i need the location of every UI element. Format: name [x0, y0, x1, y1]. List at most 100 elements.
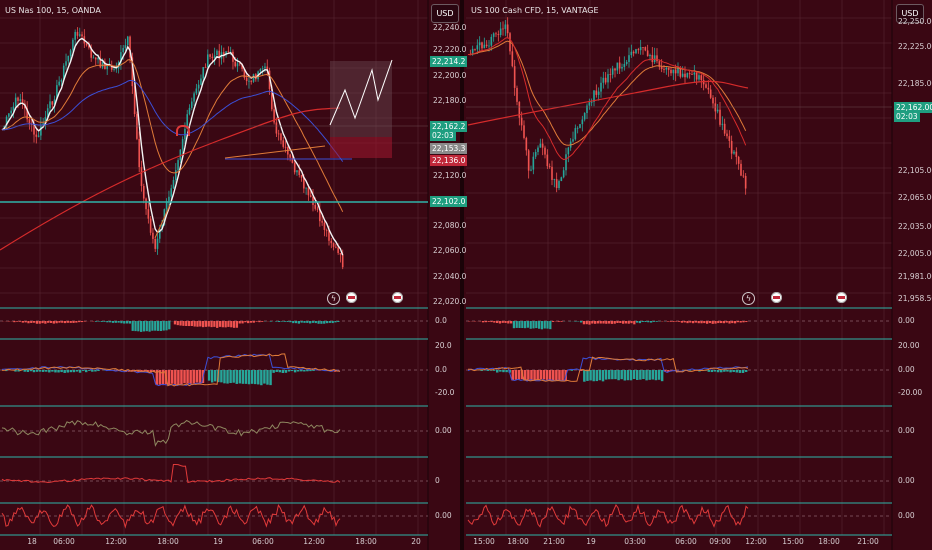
- right-macd-bar: [710, 370, 714, 373]
- right-price-candle: [523, 125, 525, 138]
- right-volume-osc-bar: [582, 321, 586, 325]
- left-macd-bar: [250, 370, 254, 384]
- time-axis-label: 06:00: [252, 537, 274, 546]
- left-price-candle: [69, 50, 72, 56]
- left-volume-osc-bar: [159, 321, 162, 332]
- right-price-candle: [670, 69, 672, 74]
- right-macd-bar: [542, 370, 546, 380]
- time-axis-label: 20: [411, 537, 421, 546]
- left-volume-osc-bar: [297, 321, 301, 324]
- right-price-candle: [588, 102, 591, 106]
- right-price-candle: [714, 103, 717, 112]
- right-volume-osc-bar: [734, 321, 737, 324]
- left-price-candle: [248, 80, 250, 82]
- right-macd-bar: [620, 370, 623, 380]
- left-volume-osc-bar: [123, 321, 126, 324]
- right-price-candle: [611, 68, 614, 75]
- left-volume-osc-bar: [94, 321, 98, 322]
- left-price-candle: [42, 123, 44, 125]
- left-volume-osc-bar: [47, 321, 50, 323]
- left-macd-bar: [272, 370, 275, 373]
- right-price-candle: [695, 72, 698, 80]
- right-volume-osc-bar: [557, 321, 560, 322]
- left-price-candle: [277, 133, 280, 135]
- left-volume-osc-bar: [106, 321, 109, 323]
- left-price-candle: [195, 88, 198, 94]
- left-macd-bar: [293, 370, 297, 373]
- left-volume-osc-bar: [137, 321, 140, 332]
- right-macd-bar: [623, 370, 627, 381]
- right-price-candle: [663, 69, 665, 70]
- us-flag-icon[interactable]: [392, 292, 403, 303]
- left-price-candle: [206, 54, 209, 68]
- left-macd-bar: [17, 370, 20, 372]
- left-macd-bar: [32, 370, 36, 373]
- right-price-candle: [478, 42, 481, 46]
- left-price-candle: [76, 31, 79, 36]
- right-macd-bar: [486, 370, 490, 371]
- left-volume-osc-bar: [238, 321, 241, 324]
- left-price-candle: [12, 106, 15, 111]
- left-volume-osc-bar: [286, 321, 289, 322]
- left-macd-bar: [78, 370, 82, 373]
- right-volume-osc-bar: [496, 321, 499, 323]
- us-flag-icon[interactable]: [771, 292, 782, 303]
- right-price-candle: [558, 181, 560, 189]
- left-volume-osc-bar: [55, 321, 58, 324]
- right-macd-bar: [496, 370, 499, 373]
- left-price-candle: [266, 66, 269, 71]
- left-macd-bar: [232, 370, 235, 383]
- left-macd-bar: [167, 370, 171, 385]
- right-volume-osc-bar: [694, 321, 698, 323]
- right-macd-bar: [530, 370, 533, 381]
- left-macd-bar: [45, 370, 48, 372]
- left-volume-osc-bar: [235, 321, 239, 328]
- left-macd-bar: [81, 370, 85, 371]
- right-price-candle: [637, 49, 640, 51]
- right-macd-bar: [608, 370, 611, 380]
- time-axis-label: 18:00: [355, 537, 377, 546]
- lightning-icon[interactable]: ϟ: [327, 292, 340, 305]
- right-volume-osc-bar: [498, 321, 502, 324]
- right-volume-osc-bar: [700, 321, 703, 324]
- us-flag-icon[interactable]: [346, 292, 357, 303]
- left-volume-osc-bar: [58, 321, 61, 323]
- lightning-icon[interactable]: ϟ: [742, 292, 755, 305]
- us-flag-icon[interactable]: [836, 292, 847, 303]
- indicator-axis-label: 0.00: [898, 426, 915, 435]
- left-volume-osc-bar: [162, 321, 165, 331]
- right-price-candle: [504, 24, 507, 29]
- left-macd-bar: [97, 370, 100, 372]
- left-macd-bar: [177, 370, 180, 385]
- left-price-candle: [316, 208, 319, 210]
- right-volume-osc-bar: [552, 321, 555, 322]
- right-price-candle: [518, 101, 521, 118]
- time-axis-label: 15:00: [782, 537, 804, 546]
- price-axis-label: 22,240.0: [433, 23, 467, 32]
- left-price-candle: [298, 170, 301, 175]
- left-macd-bar: [290, 370, 294, 372]
- indicator-axis-label: 0.00: [898, 365, 915, 374]
- left-price-candle: [289, 154, 291, 158]
- right-volume-osc-bar: [484, 321, 488, 323]
- right-macd-bar: [598, 370, 602, 381]
- left-price-candle: [209, 54, 211, 57]
- right-price-candle: [700, 75, 703, 81]
- left-macd-bar: [23, 370, 26, 372]
- right-price-candle: [623, 63, 626, 67]
- right-macd-bar: [561, 370, 564, 381]
- left-currency-button[interactable]: USD: [431, 4, 459, 23]
- right-volume-osc-bar: [507, 321, 510, 324]
- left-price-candle: [204, 67, 207, 68]
- right-price-candle: [551, 166, 553, 180]
- right-currency-button[interactable]: USD: [896, 4, 924, 23]
- left-macd-bar: [63, 370, 66, 373]
- right-macd-bar: [632, 370, 636, 380]
- time-axis-label: 03:00: [624, 537, 646, 546]
- right-price-candle: [541, 143, 544, 148]
- right-volume-osc-bar: [610, 321, 614, 324]
- right-macd-bar: [533, 370, 536, 381]
- right-price-candle: [691, 74, 693, 75]
